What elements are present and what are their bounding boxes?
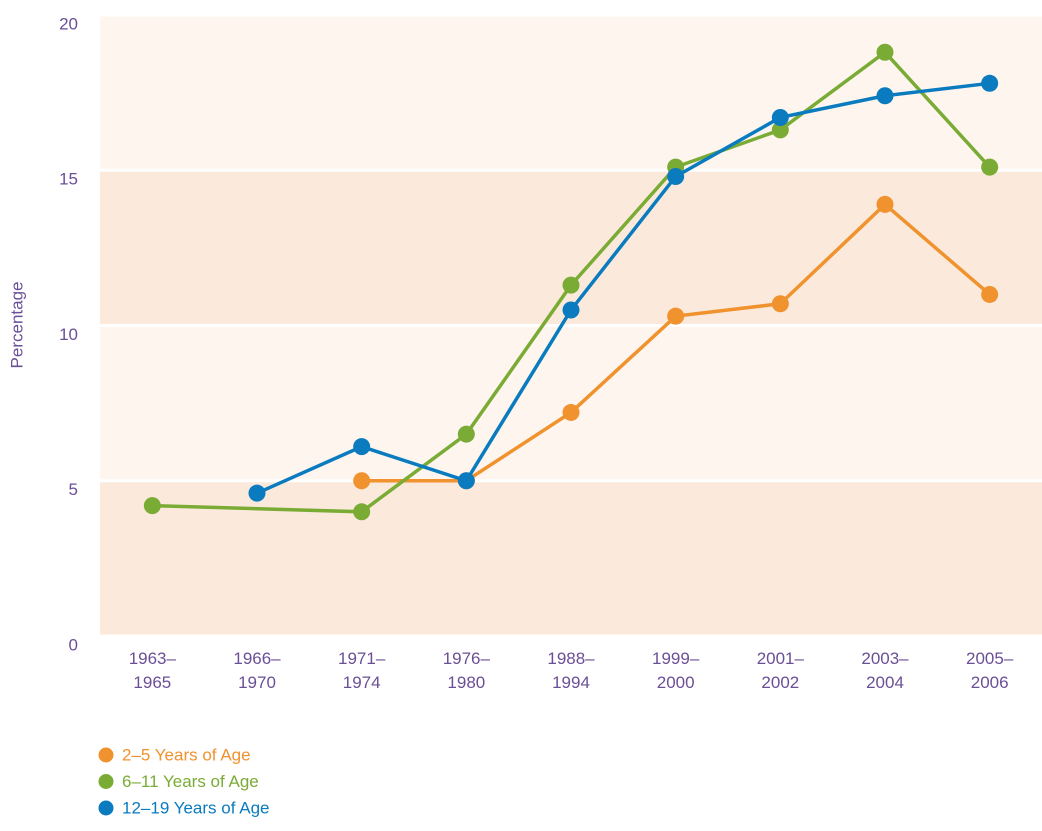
legend-label: 6–11 Years of Age (122, 772, 259, 791)
x-tick-label: 1999– 2000 (652, 649, 700, 692)
point (667, 167, 685, 185)
point (562, 301, 580, 319)
y-tick-label: 15 (59, 170, 78, 189)
point (143, 497, 161, 515)
point (353, 472, 371, 490)
point (981, 158, 999, 176)
legend-marker (98, 774, 114, 789)
point (771, 108, 789, 126)
x-tick-label: 1966– 1970 (233, 649, 281, 692)
legend-marker (98, 800, 114, 816)
x-tick-label: 1971– 1974 (338, 649, 386, 692)
point (981, 74, 999, 92)
point (457, 472, 475, 490)
band (100, 480, 1042, 636)
point (876, 87, 894, 105)
x-tick-label: 1963– 1965 (129, 649, 177, 692)
x-tick-label: 2005– 2006 (966, 649, 1014, 692)
legend-label: 12–19 Years of Age (122, 798, 269, 817)
point (667, 307, 685, 325)
y-tick-label: 5 (69, 480, 78, 499)
series-line (256, 81, 990, 495)
point (457, 425, 475, 443)
series-line (152, 49, 991, 514)
y-axis-label: Percentage (7, 282, 26, 369)
legend-marker (98, 747, 114, 763)
point (562, 276, 580, 294)
x-tick-label: 2001– 2002 (757, 649, 805, 692)
point (562, 403, 580, 421)
point (353, 503, 371, 521)
point (353, 438, 371, 456)
plot-background (100, 15, 1042, 636)
point (876, 195, 894, 213)
point (981, 285, 999, 303)
point (771, 295, 789, 313)
y-tick-label: 0 (69, 635, 78, 654)
band (100, 325, 1042, 481)
point (876, 43, 894, 61)
y-tick-label: 10 (59, 325, 78, 344)
x-tick-label: 1988– 1994 (547, 649, 595, 692)
y-tick-label: 20 (59, 14, 78, 33)
point (248, 484, 266, 502)
point (771, 121, 789, 139)
legend-label: 2–5 Years of Age (122, 745, 251, 764)
x-tick-label: 2003– 2004 (861, 649, 909, 692)
x-tick-label: 1976– 1980 (443, 649, 491, 692)
